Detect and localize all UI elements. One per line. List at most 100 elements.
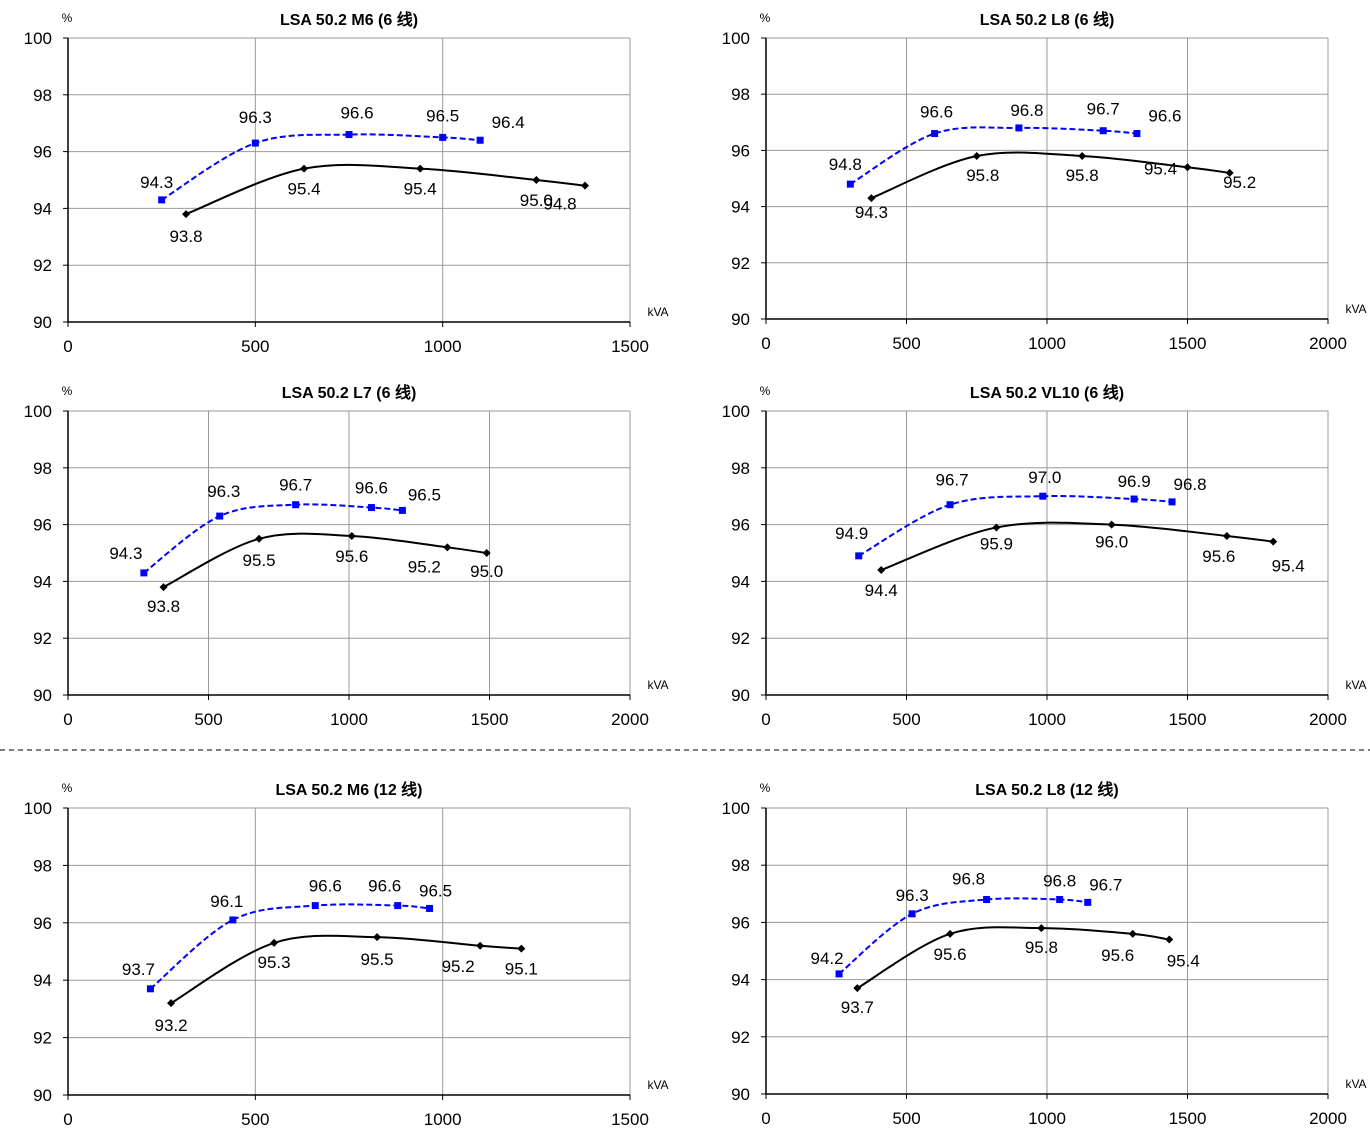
data-point-diamond <box>581 181 590 190</box>
data-point-square <box>426 904 434 912</box>
x-tick-label: 500 <box>892 710 920 729</box>
x-axis-unit: kVA <box>1345 678 1366 692</box>
data-label: 94.8 <box>829 155 862 174</box>
data-label: 95.1 <box>505 960 538 979</box>
x-tick-label: 2000 <box>1309 1109 1347 1128</box>
data-label: 95.5 <box>243 551 276 570</box>
data-point-square <box>311 902 319 910</box>
y-tick-label: 98 <box>33 459 52 478</box>
x-tick-label: 1500 <box>611 1110 649 1129</box>
data-point-diamond <box>167 999 176 1008</box>
data-label: 95.6 <box>934 945 967 964</box>
data-label: 95.8 <box>1066 166 1099 185</box>
y-tick-label: 92 <box>731 254 750 273</box>
y-tick-label: 94 <box>731 971 750 990</box>
chart-title: LSA 50.2 L8 (6 线) <box>980 10 1115 29</box>
solid-series-line <box>185 163 586 216</box>
data-point-square <box>146 985 154 993</box>
x-tick-label: 0 <box>761 710 770 729</box>
data-point-square <box>1168 498 1176 506</box>
data-point-square <box>394 902 402 910</box>
x-axis-unit: kVA <box>1345 302 1366 316</box>
data-point-square <box>1084 898 1092 906</box>
data-label: 96.6 <box>368 877 401 896</box>
data-point-square <box>835 970 843 978</box>
data-point-square <box>216 512 224 520</box>
y-tick-label: 94 <box>33 199 52 218</box>
data-label: 93.8 <box>169 227 202 246</box>
data-label: 96.6 <box>920 103 953 122</box>
y-tick-label: 98 <box>33 856 52 875</box>
data-point-diamond <box>867 194 876 203</box>
data-point-diamond <box>347 531 356 540</box>
data-label: 95.4 <box>1272 557 1305 576</box>
data-label: 96.5 <box>408 485 441 504</box>
x-tick-label: 2000 <box>1309 334 1347 353</box>
y-tick-label: 96 <box>33 143 52 162</box>
y-tick-label: 100 <box>722 29 750 48</box>
data-label: 93.8 <box>147 597 180 616</box>
chart-title: LSA 50.2 L7 (6 线) <box>282 383 417 402</box>
x-tick-label: 0 <box>761 1109 770 1128</box>
y-tick-label: 96 <box>33 516 52 535</box>
x-tick-label: 1500 <box>1169 1109 1207 1128</box>
data-point-square <box>946 501 954 509</box>
data-point-diamond <box>476 941 485 950</box>
x-tick-label: 500 <box>194 710 222 729</box>
x-tick-label: 2000 <box>1309 710 1347 729</box>
x-tick-label: 1000 <box>1028 710 1066 729</box>
x-tick-label: 1000 <box>1028 334 1066 353</box>
data-point-diamond <box>1222 531 1231 540</box>
data-point-square <box>158 196 166 204</box>
data-label: 94.3 <box>855 203 888 222</box>
y-tick-label: 100 <box>722 402 750 421</box>
x-tick-label: 0 <box>63 1110 72 1129</box>
data-label: 96.3 <box>207 482 240 501</box>
x-axis-unit: kVA <box>647 678 668 692</box>
data-point-diamond <box>1165 935 1174 944</box>
y-axis-unit: % <box>62 781 73 795</box>
y-tick-label: 92 <box>33 1029 52 1048</box>
data-point-diamond <box>1225 168 1234 177</box>
data-point-square <box>476 136 484 144</box>
data-label: 95.8 <box>1025 938 1058 957</box>
data-point-square <box>398 506 406 514</box>
data-label: 96.7 <box>1087 100 1120 119</box>
data-point-square <box>439 133 447 141</box>
data-point-diamond <box>1269 537 1278 546</box>
solid-series-line <box>856 926 1170 990</box>
y-tick-label: 94 <box>731 572 750 591</box>
solid-series-line <box>871 151 1230 200</box>
data-label: 95.0 <box>470 562 503 581</box>
y-tick-label: 90 <box>33 686 52 705</box>
solid-series-line <box>170 934 522 1005</box>
y-tick-label: 94 <box>731 198 750 217</box>
x-tick-label: 1500 <box>611 337 649 356</box>
data-label: 96.0 <box>1095 533 1128 552</box>
data-point-diamond <box>159 583 168 592</box>
chart-title: LSA 50.2 M6 (6 线) <box>280 10 418 29</box>
x-tick-label: 1500 <box>471 710 509 729</box>
data-point-diamond <box>1107 520 1116 529</box>
data-label: 95.6 <box>1202 547 1235 566</box>
data-point-diamond <box>877 566 886 575</box>
y-tick-label: 90 <box>33 1086 52 1105</box>
x-tick-label: 500 <box>241 337 269 356</box>
data-label: 95.4 <box>1167 952 1200 971</box>
data-label: 95.9 <box>980 534 1013 553</box>
y-tick-label: 96 <box>33 914 52 933</box>
data-point-diamond <box>182 210 191 219</box>
data-label: 93.2 <box>154 1016 187 1035</box>
data-point-square <box>140 569 148 577</box>
data-point-square <box>251 139 259 147</box>
data-label: 95.0 <box>520 191 553 210</box>
x-tick-label: 1500 <box>1169 334 1207 353</box>
data-point-diamond <box>270 938 279 947</box>
y-tick-label: 100 <box>24 29 52 48</box>
data-label: 96.3 <box>896 886 929 905</box>
y-tick-label: 96 <box>731 913 750 932</box>
